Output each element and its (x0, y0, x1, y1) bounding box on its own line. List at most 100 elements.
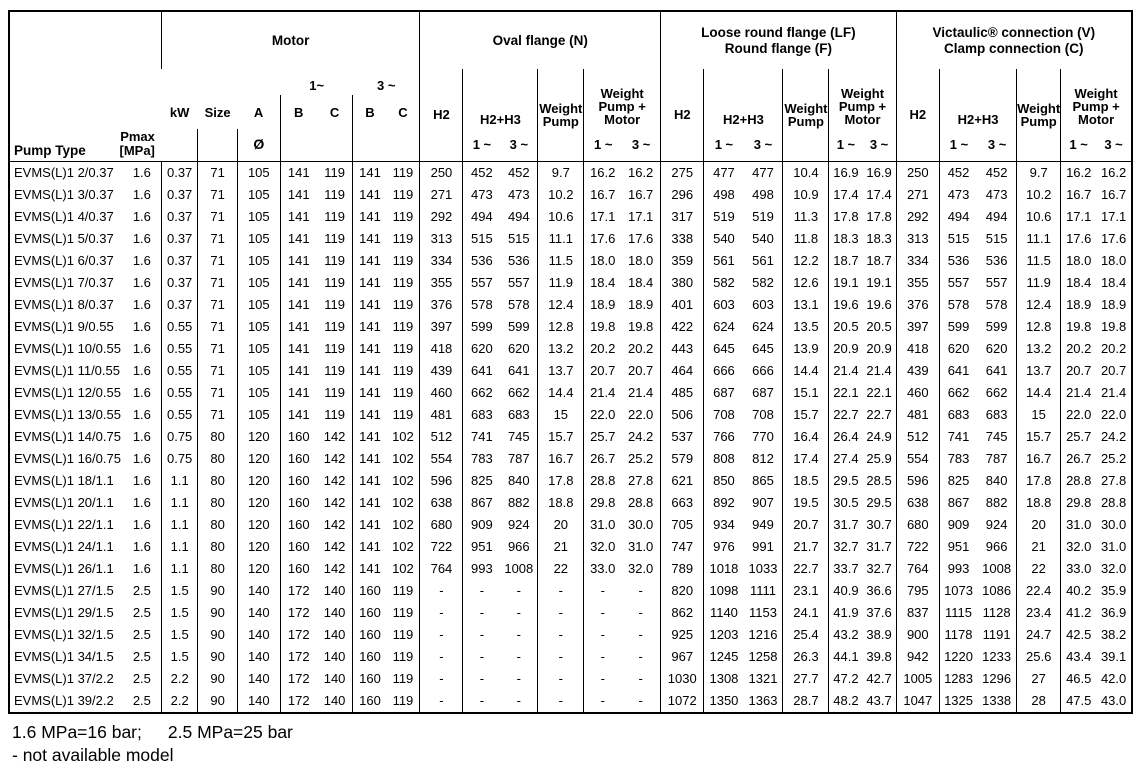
cell-n-h2h3-3ph: 557 (507, 275, 530, 290)
cell-n-wpm-1ph: 20.2 (583, 337, 622, 360)
cell-v-wpm-3ph: 38.2 (1100, 627, 1127, 642)
cell-n-h2: 512 (419, 425, 463, 448)
cell-lf-h2h3-1ph: 582 (703, 271, 744, 294)
cell-lf-h2h3-3ph: 1153 (748, 605, 777, 620)
cell-n-weight-pump: 10.2 (537, 183, 584, 206)
cell-lf-weight-pump: 28.7 (782, 689, 829, 713)
cell-lf-h2: 317 (660, 205, 704, 228)
cell-n-weight-pump: 13.7 (537, 359, 584, 382)
cell-n-wpm-3ph: 20.2 (627, 341, 654, 356)
cell-pmax: 1.6 (132, 473, 151, 488)
cell-n-wpm-3ph: - (638, 649, 643, 664)
header-weight-pump-n: Weight Pump (537, 69, 584, 162)
cell-n-wpm-3ph: 20.7 (627, 363, 654, 378)
header-h2-n: H2 (419, 69, 463, 162)
cell-v-h2: 596 (895, 469, 940, 492)
table-row: EVMS(L)1 37/2.2 2.5 2.2 90 140 172 140 160 119- -… (9, 667, 1132, 690)
cell-v-h2: 900 (895, 623, 940, 646)
cell-v-h2h3-1ph: 536 (938, 249, 978, 272)
cell-kw: 0.55 (160, 337, 198, 360)
cell-n-h2h3-3ph: 840 (507, 473, 530, 488)
cell-kw: 1.5 (160, 579, 198, 602)
header-size: Size (204, 104, 231, 120)
cell-size: 71 (197, 293, 238, 316)
cell-c-1ph: 142 (323, 429, 346, 444)
cell-lf-h2h3-1ph: 976 (703, 535, 744, 558)
cell-kw: 0.75 (160, 447, 198, 470)
cell-kw: 0.37 (160, 271, 198, 294)
cell-lf-h2h3-1ph: 708 (703, 403, 744, 426)
cell-lf-h2: 1072 (660, 689, 704, 713)
cell-size: 80 (197, 535, 238, 558)
cell-b-3ph: 141 (352, 183, 387, 206)
table-row: EVMS(L)1 9/0.55 1.6 0.55 71 105 141 119 141 119 3… (9, 315, 1132, 338)
cell-a: 140 (236, 667, 281, 690)
cell-a: 120 (236, 425, 281, 448)
header-size-spacer (197, 129, 238, 162)
header-motor-1ph: 1~ (309, 77, 325, 93)
cell-n-h2: 596 (419, 469, 463, 492)
cell-v-h2: 439 (895, 359, 940, 382)
cell-c-1ph: 119 (324, 187, 345, 202)
cell-n-wpm-3ph: 16.7 (627, 187, 654, 202)
header-h2h3-phases-v: 1 ~3 ~ (938, 129, 1017, 162)
cell-c-3ph: 102 (392, 517, 414, 532)
cell-v-wpm-1ph: 26.7 (1060, 447, 1097, 470)
cell-lf-h2: 705 (660, 513, 704, 536)
cell-lf-wpm-3ph: 29.5 (866, 495, 892, 510)
cell-lf-wpm-3ph: 38.9 (866, 627, 892, 642)
cell-n-h2h3-3ph: 641 (507, 363, 530, 378)
cell-pump-type: EVMS(L)1 10/0.55 (14, 341, 121, 356)
cell-b-1ph: 141 (279, 249, 317, 272)
cell-size: 80 (197, 425, 238, 448)
table-row: EVMS(L)1 12/0.55 1.6 0.55 71 105 141 119 141 119… (9, 381, 1132, 404)
cell-a: 105 (236, 337, 281, 360)
cell-n-h2h3-1ph: 825 (462, 469, 501, 492)
cell-pump-type: EVMS(L)1 9/0.55 (14, 319, 114, 334)
cell-n-h2h3-3ph: 620 (507, 341, 530, 356)
cell-lf-h2h3-3ph: 561 (752, 253, 774, 268)
cell-lf-h2h3-1ph: 645 (703, 337, 744, 360)
cell-b-3ph: 141 (352, 249, 387, 272)
cell-c-3ph: 119 (392, 671, 414, 686)
cell-pump-type: EVMS(L)1 8/0.37 (14, 297, 114, 312)
cell-n-h2: 355 (419, 271, 463, 294)
cell-lf-weight-pump: 13.5 (782, 315, 829, 338)
cell-v-weight-pump: 10.2 (1016, 183, 1061, 206)
cell-n-wpm-1ph: 21.4 (583, 381, 622, 404)
cell-n-h2: 680 (419, 513, 463, 536)
cell-v-wpm-3ph: 20.2 (1100, 341, 1127, 356)
table-row: EVMS(L)1 29/1.5 2.5 1.5 90 140 172 140 160 119- -… (9, 601, 1132, 624)
cell-n-h2h3-1ph: 536 (462, 249, 501, 272)
table-row: EVMS(L)1 8/0.37 1.6 0.37 71 105 141 119 141 119 3… (9, 293, 1132, 316)
cell-pmax: 2.5 (132, 627, 151, 642)
cell-lf-wpm-1ph: 44.1 (828, 645, 863, 668)
cell-b-1ph: 141 (279, 315, 317, 338)
cell-lf-h2h3-3ph: 1363 (748, 693, 778, 708)
table-row: EVMS(L)1 18/1.1 1.6 1.1 80 120 160 142 141 102 59… (9, 469, 1132, 492)
cell-n-wpm-1ph: 18.4 (583, 271, 622, 294)
cell-pmax: 1.6 (132, 429, 151, 444)
cell-n-h2h3-3ph: - (516, 693, 521, 708)
cell-size: 90 (197, 601, 238, 624)
cell-n-h2: 460 (419, 381, 463, 404)
cell-n-wpm-1ph: 17.6 (583, 227, 622, 250)
cell-b-3ph: 160 (352, 689, 387, 713)
cell-a: 105 (236, 271, 281, 294)
cell-c-3ph: 102 (392, 539, 414, 554)
cell-n-h2h3-3ph: - (516, 627, 521, 642)
cell-n-weight-pump: 18.8 (537, 491, 584, 514)
cell-c-1ph: 140 (323, 671, 346, 686)
cell-lf-weight-pump: 15.7 (782, 403, 829, 426)
cell-n-wpm-3ph: - (638, 583, 643, 598)
cell-v-h2h3-1ph: 1220 (938, 645, 978, 668)
cell-v-h2: 795 (895, 579, 940, 602)
cell-c-3ph: 119 (392, 627, 414, 642)
cell-v-weight-pump: 22.4 (1016, 579, 1061, 602)
cell-v-wpm-3ph: 16.7 (1100, 187, 1127, 202)
cell-b-1ph: 141 (279, 381, 317, 404)
cell-lf-wpm-1ph: 22.7 (828, 403, 863, 426)
cell-n-weight-pump: 14.4 (537, 381, 584, 404)
cell-b-3ph: 141 (352, 337, 387, 360)
table-row: EVMS(L)1 4/0.37 1.6 0.37 71 105 141 119 141 119 2… (9, 205, 1132, 228)
